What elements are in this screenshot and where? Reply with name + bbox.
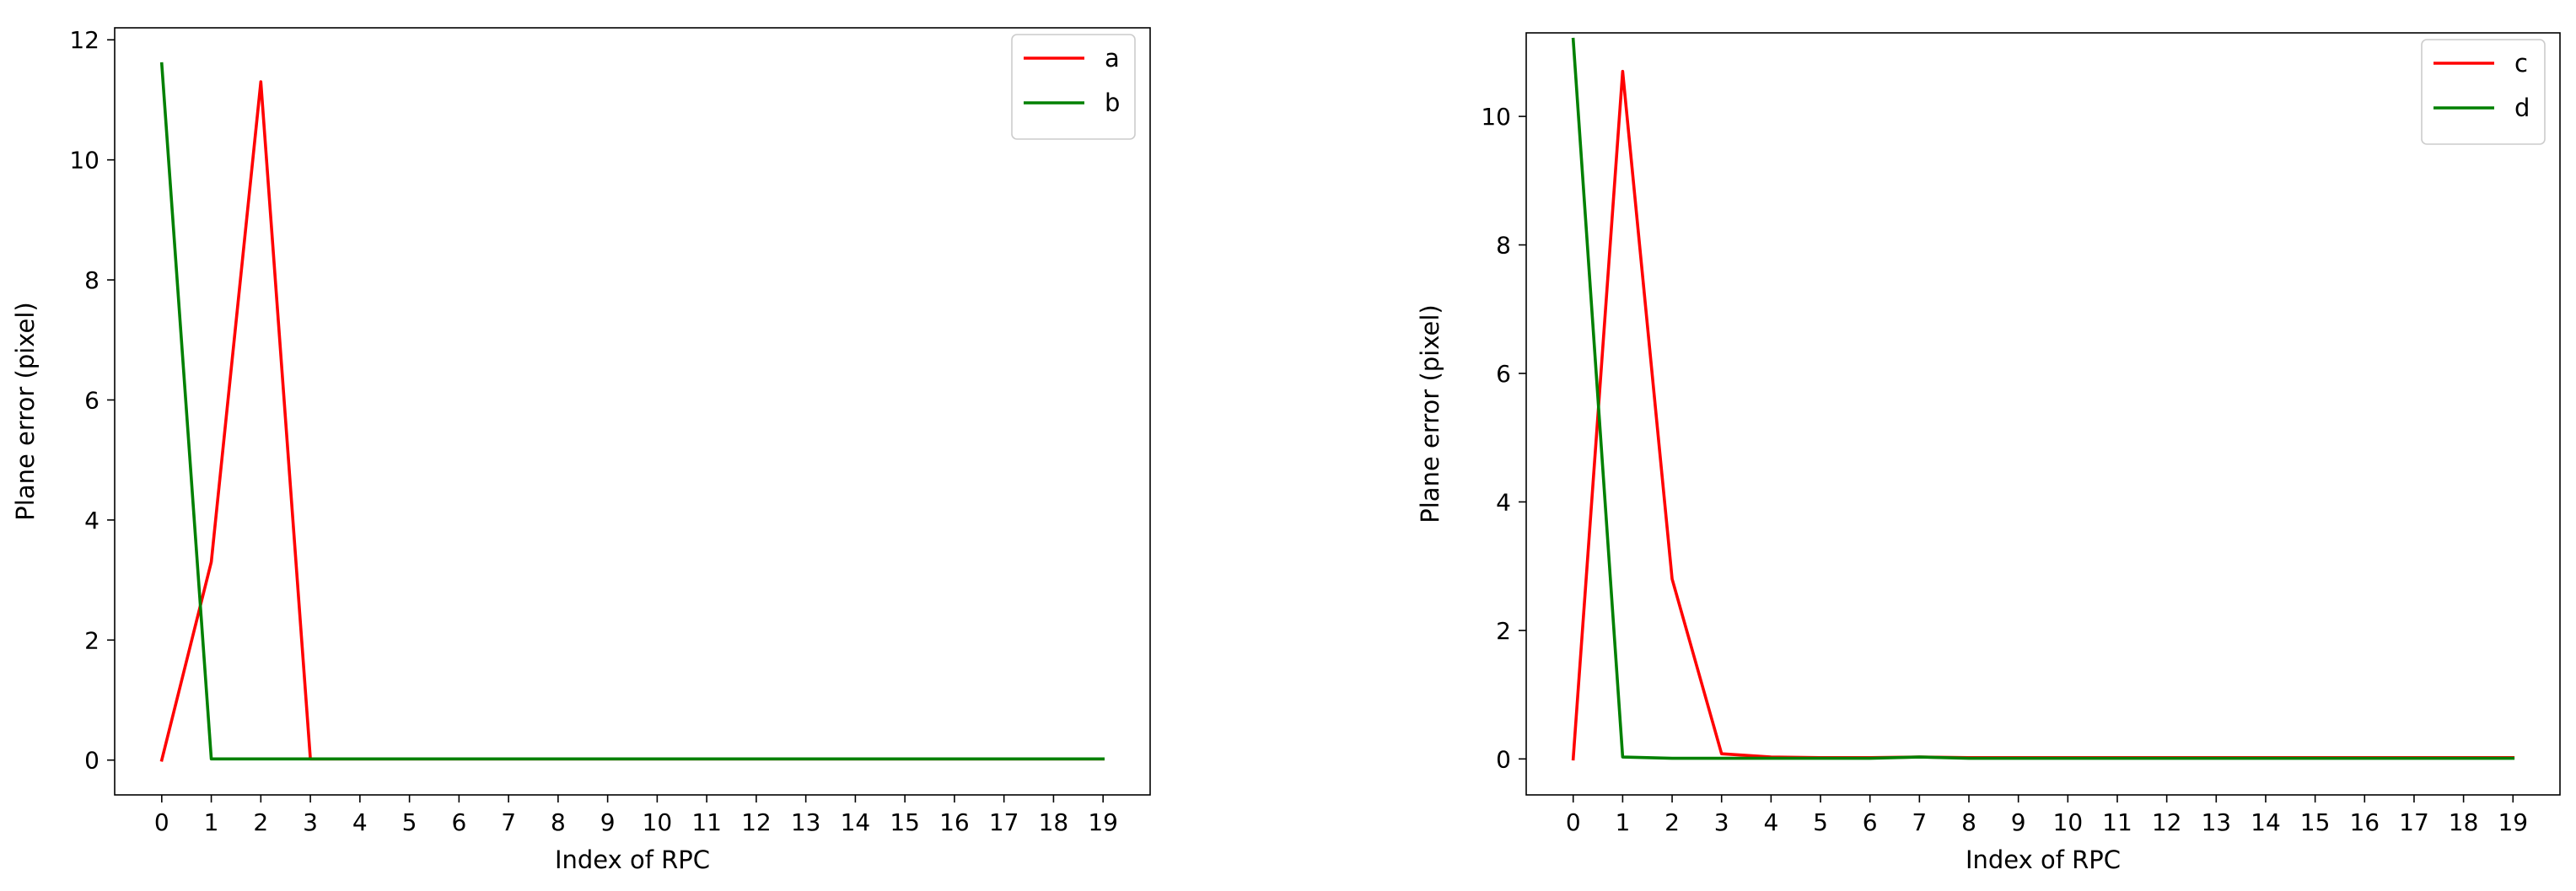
x-tick-label: 5 [402,808,417,836]
x-tick-label: 5 [1813,808,1828,836]
series-line-a [159,80,1105,762]
y-tick-label: 10 [69,147,99,174]
x-tick-label: 9 [600,808,616,836]
x-tick-label: 18 [2449,808,2479,836]
x-axis: 0 1 2 3 4 5 6 7 8 9 10 11 12 13 14 15 16 17 18 19 [1566,795,2528,836]
x-tick-label: 18 [1039,808,1069,836]
x-tick-label: 9 [2011,808,2026,836]
x-tick-label: 1 [1615,808,1630,836]
legend-label-c: c [2514,49,2528,78]
x-tick-label: 17 [2399,808,2429,836]
x-tick-label: 11 [2102,808,2132,836]
y-tick-label: 4 [1496,488,1511,516]
axes-frame [1525,32,2561,796]
x-tick-label: 19 [1088,808,1118,836]
series-line-d [1571,37,2515,760]
x-tick-label: 19 [2498,808,2528,836]
x-tick-label: 13 [2201,808,2231,836]
y-axis-label: Plane error (pixel) [1416,304,1444,523]
x-tick-label: 7 [1912,808,1927,836]
y-tick-label: 4 [84,507,99,534]
x-tick-label: 1 [204,808,219,836]
chart-2: 0 1 2 3 4 5 6 7 8 9 10 11 12 13 14 15 16 17 18 190246810Ind… [1416,32,2561,874]
y-tick-label: 0 [1496,745,1511,773]
y-tick-label: 2 [1496,617,1511,645]
legend-box [1011,34,1136,140]
x-tick-label: 16 [939,808,970,836]
y-tick-label: 2 [84,626,99,654]
y-axis-label: Plane error (pixel) [11,302,40,520]
legend-box [2421,39,2546,145]
series-line-c [1571,69,2515,761]
x-tick-label: 0 [154,808,169,836]
legend: cd [2421,39,2546,145]
legend: ab [1011,34,1136,140]
x-tick-label: 6 [1863,808,1878,836]
x-axis-label: Index of RPC [1966,845,2121,874]
x-tick-label: 16 [2349,808,2380,836]
series-line-b [159,62,1105,761]
y-tick-label: 8 [1496,232,1511,260]
x-tick-label: 14 [2251,808,2281,836]
series-group [1571,37,2515,761]
x-tick-label: 4 [352,808,368,836]
y-tick-label: 8 [84,266,99,294]
x-tick-label: 2 [1664,808,1680,836]
y-axis: 0 2 4 6 8 10 12 [69,26,115,775]
x-tick-label: 2 [253,808,268,836]
x-tick-label: 17 [989,808,1019,836]
y-tick-label: 0 [84,747,99,775]
series-group [159,62,1105,762]
x-tick-label: 12 [741,808,772,836]
x-tick-label: 13 [791,808,821,836]
x-tick-label: 7 [501,808,516,836]
x-tick-label: 14 [841,808,871,836]
x-tick-label: 4 [1763,808,1778,836]
x-axis: 0 1 2 3 4 5 6 7 8 9 10 11 12 13 14 15 16 17 18 19 [154,795,1118,836]
chart-1: 0 1 2 3 4 5 6 7 8 9 10 11 12 13 14 15 16 17 18 19024681012I… [11,26,1151,874]
x-tick-label: 15 [2300,808,2331,836]
y-axis: 0 2 4 6 8 10 [1481,103,1526,773]
x-tick-label: 8 [1961,808,1976,836]
x-tick-label: 3 [1714,808,1729,836]
y-tick-label: 6 [1496,360,1511,388]
x-tick-label: 10 [643,808,673,836]
x-axis-label: Index of RPC [555,845,710,874]
x-tick-label: 11 [691,808,722,836]
x-tick-label: 8 [551,808,566,836]
x-tick-label: 3 [303,808,318,836]
x-tick-label: 12 [2152,808,2182,836]
x-tick-label: 0 [1566,808,1581,836]
x-tick-label: 10 [2053,808,2084,836]
axes-frame [114,27,1151,796]
legend-label-d: d [2514,94,2530,122]
x-tick-label: 6 [451,808,466,836]
x-tick-label: 15 [890,808,920,836]
y-tick-label: 12 [69,26,99,54]
legend-label-b: b [1105,89,1120,117]
y-tick-label: 6 [84,386,99,414]
legend-label-a: a [1105,44,1120,72]
y-tick-label: 10 [1481,103,1511,131]
